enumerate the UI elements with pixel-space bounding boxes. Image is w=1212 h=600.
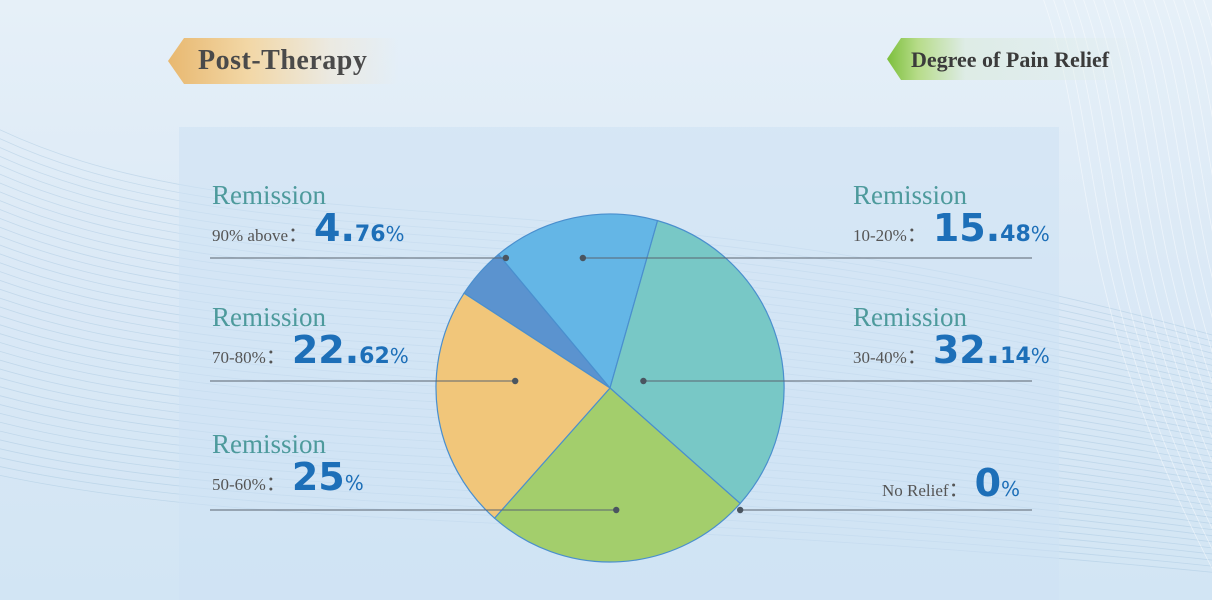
label-value-dec: 76 bbox=[354, 222, 386, 247]
leader-dot bbox=[502, 254, 510, 262]
label-row: 30-40%： 32.14% bbox=[853, 331, 1050, 377]
background-wave-line bbox=[1163, 0, 1212, 232]
label-colon: ： bbox=[265, 346, 286, 368]
label-percent: % bbox=[344, 471, 364, 495]
label-row: 10-20%： 15.48% bbox=[853, 209, 1050, 255]
label-value-int: 0 bbox=[974, 461, 1002, 505]
label-percent: % bbox=[1030, 344, 1050, 368]
leader-dot bbox=[579, 254, 587, 262]
label-50-60: Remission 50-60%： 25% bbox=[212, 429, 364, 504]
label-row: 70-80%： 22.62% bbox=[212, 331, 409, 377]
label-head: Remission bbox=[853, 180, 968, 210]
label-value-dec: 62 bbox=[359, 344, 390, 369]
label-head: Remission bbox=[212, 302, 327, 332]
label-head: Remission bbox=[853, 302, 968, 332]
label-colon: ： bbox=[265, 473, 286, 495]
label-colon: ： bbox=[906, 224, 927, 246]
label-category: No Relief bbox=[882, 481, 949, 500]
pain-relief-label: Degree of Pain Relief bbox=[911, 47, 1110, 72]
post-therapy-label: Post-Therapy bbox=[198, 45, 368, 76]
label-70-80: Remission 70-80%： 22.62% bbox=[212, 302, 409, 377]
label-head: Remission bbox=[212, 429, 327, 459]
label-10-20: Remission 10-20%： 15.48% bbox=[853, 180, 1050, 255]
label-category: 90% above bbox=[212, 226, 289, 245]
label-value-int: 25 bbox=[291, 455, 345, 499]
label-colon: ： bbox=[288, 224, 309, 246]
post-therapy-tag: Post-Therapy bbox=[168, 38, 398, 84]
background-wave-line bbox=[1143, 0, 1212, 319]
label-category: 30-40% bbox=[853, 348, 907, 367]
label-category: 50-60% bbox=[212, 475, 266, 494]
label-value-int: 4. bbox=[314, 206, 355, 250]
label-row: No Relief： 0% bbox=[882, 464, 1021, 510]
label-value-dec: 48 bbox=[1000, 222, 1031, 247]
label-row: 90% above： 4.76% bbox=[212, 209, 405, 255]
pie-slice-50-60- bbox=[493, 387, 742, 563]
label-value-int: 15. bbox=[932, 206, 1001, 250]
label-percent: % bbox=[385, 222, 405, 246]
label-row: 50-60%： 25% bbox=[212, 458, 364, 504]
label-90-above: Remission 90% above： 4.76% bbox=[212, 180, 405, 255]
leader-dot bbox=[511, 377, 519, 385]
leader-dot bbox=[736, 506, 744, 514]
label-head: Remission bbox=[212, 180, 327, 210]
background-wave-line bbox=[1183, 0, 1212, 118]
pie-slice-30-40- bbox=[609, 219, 785, 505]
label-category: 70-80% bbox=[212, 348, 266, 367]
background-wave-line bbox=[1173, 0, 1212, 177]
label-value-int: 22. bbox=[291, 328, 360, 372]
background-wave-line bbox=[1133, 0, 1212, 353]
label-30-40: Remission 30-40%： 32.14% bbox=[853, 302, 1050, 377]
pain-relief-tag: Degree of Pain Relief bbox=[887, 38, 1147, 80]
label-percent: % bbox=[389, 344, 409, 368]
leader-dot bbox=[613, 506, 620, 514]
label-no-relief: No Relief： 0% bbox=[882, 464, 1021, 510]
background-wave-line bbox=[1153, 0, 1212, 279]
label-value-dec: 14 bbox=[1000, 344, 1031, 369]
pie-slice-70-80- bbox=[435, 292, 611, 520]
label-category: 10-20% bbox=[853, 226, 907, 245]
leader-dot bbox=[640, 377, 647, 385]
background-wave-line bbox=[1193, 0, 1212, 67]
label-colon: ： bbox=[948, 479, 969, 501]
label-percent: % bbox=[1030, 222, 1050, 246]
label-value-int: 32. bbox=[932, 328, 1001, 372]
label-colon: ： bbox=[906, 346, 927, 368]
label-percent: % bbox=[1001, 477, 1021, 501]
